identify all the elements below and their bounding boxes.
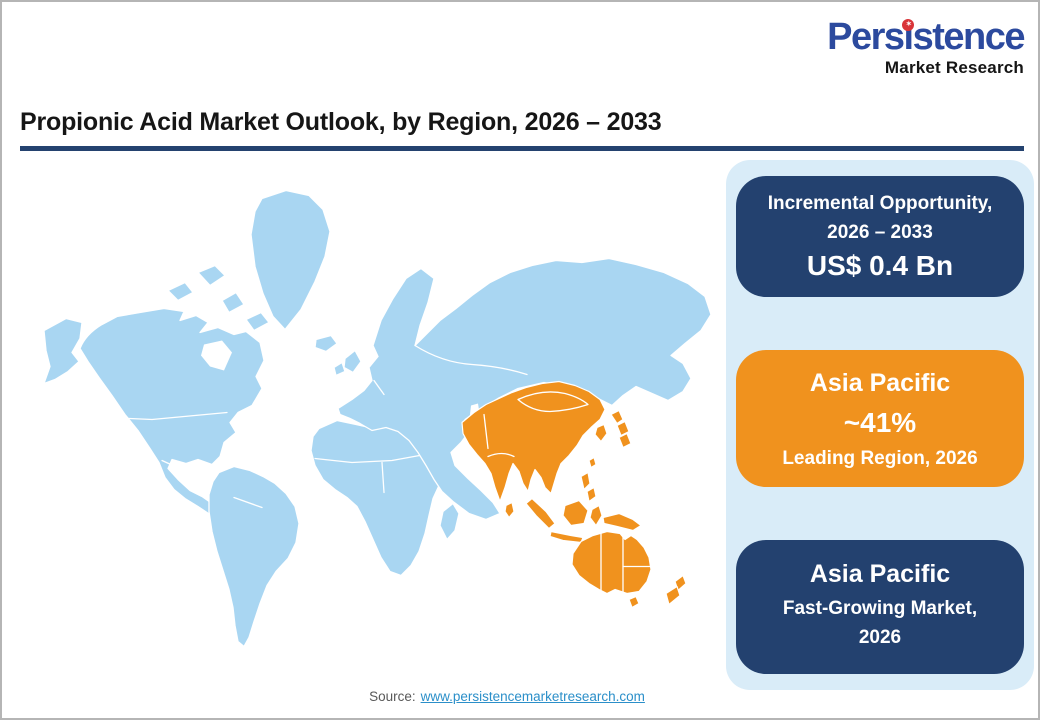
page-title: Propionic Acid Market Outlook, by Region…: [20, 108, 662, 136]
world-map: [43, 189, 712, 648]
fast-growing-caption-line1: Fast-Growing Market,: [782, 598, 978, 619]
stats-panel: Incremental Opportunity, 2026 – 2033 US$…: [726, 160, 1034, 690]
logo-subtitle: Market Research: [884, 58, 1024, 77]
title-underline: [20, 146, 1024, 151]
incremental-opportunity-value: US$ 0.4 Bn: [806, 250, 954, 281]
persistence-market-research-logo: Persi ✶ stence Market Research: [827, 16, 1026, 77]
fast-growing-card: Asia Pacific Fast-Growing Market, 2026: [736, 540, 1024, 674]
logo-brand-post: stence: [912, 16, 1026, 58]
leading-region-card: Asia Pacific ~41% Leading Region, 2026: [736, 350, 1024, 487]
logo-brand-i: i ✶: [902, 16, 915, 58]
leading-region-name: Asia Pacific: [809, 369, 951, 397]
asia-pacific-region: [461, 380, 687, 609]
source-line: Source: www.persistencemarketresearch.com: [2, 689, 1012, 704]
continents-land: [43, 189, 712, 648]
logo-brand-text: Persi ✶ stence: [827, 16, 1026, 58]
leading-region-caption: Leading Region, 2026: [782, 448, 978, 469]
source-label: Source:: [369, 689, 416, 704]
fast-growing-region-name: Asia Pacific: [809, 560, 951, 588]
leading-region-share: ~41%: [843, 407, 917, 438]
incremental-opportunity-period: 2026 – 2033: [827, 222, 933, 243]
fast-growing-caption-line2: 2026: [858, 627, 902, 648]
logo-star-icon: ✶: [902, 19, 915, 31]
source-link[interactable]: www.persistencemarketresearch.com: [420, 689, 645, 704]
incremental-opportunity-label: Incremental Opportunity,: [767, 193, 993, 214]
logo-brand-pre: Pers: [827, 16, 905, 58]
incremental-opportunity-card: Incremental Opportunity, 2026 – 2033 US$…: [736, 176, 1024, 297]
